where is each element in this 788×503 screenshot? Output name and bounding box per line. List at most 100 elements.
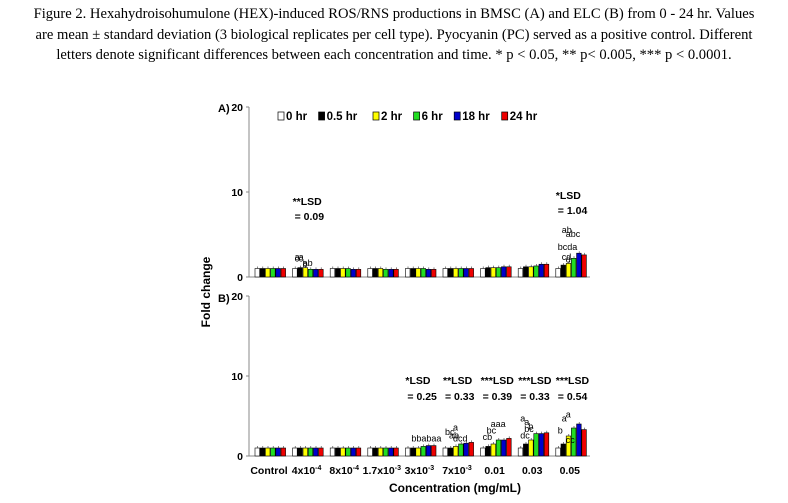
bar xyxy=(517,268,524,278)
x-tick-label: 1.7x10-3 xyxy=(363,465,401,477)
bar xyxy=(538,433,544,457)
bar xyxy=(506,438,512,457)
bar xyxy=(468,268,474,278)
significance-letters: ab xyxy=(562,225,572,235)
significance-letters: a xyxy=(299,252,304,262)
bar xyxy=(453,268,459,278)
bar xyxy=(420,446,426,457)
bar xyxy=(431,269,437,278)
bar xyxy=(297,447,303,457)
bar xyxy=(560,443,566,457)
bar xyxy=(372,268,378,278)
bar xyxy=(393,447,399,457)
bar xyxy=(254,447,260,457)
panel-label: A) xyxy=(218,103,230,115)
legend-label: 0.5 hr xyxy=(327,111,358,123)
legend-swatch xyxy=(453,111,461,121)
significance-letters: bc xyxy=(445,427,455,437)
bar xyxy=(458,443,464,457)
bar xyxy=(350,447,356,457)
x-tick-label: 0.05 xyxy=(560,465,581,477)
y-tick-label: 10 xyxy=(231,187,243,199)
significance-letters: a xyxy=(295,252,300,262)
bar xyxy=(367,268,373,278)
bar xyxy=(560,264,566,278)
bar xyxy=(490,267,496,278)
bar xyxy=(405,447,411,457)
bar xyxy=(501,439,507,457)
legend-label: 18 hr xyxy=(462,111,490,123)
bar xyxy=(383,269,389,278)
significance-letters: abc xyxy=(566,229,581,239)
bar xyxy=(571,257,577,278)
bar xyxy=(523,266,529,278)
significance-letters: c xyxy=(299,254,304,264)
bar xyxy=(318,269,324,278)
x-tick-label: 4x10-4 xyxy=(292,465,322,477)
significance-letters: dc xyxy=(520,430,530,440)
bar xyxy=(425,445,432,457)
significance-letters: a xyxy=(453,422,458,432)
legend-label: 6 hr xyxy=(422,111,444,123)
lsd-annotation: ***LSD xyxy=(518,375,552,387)
bar xyxy=(340,447,346,457)
panel-label: B) xyxy=(218,293,230,305)
bar xyxy=(292,447,298,457)
significance-letters: c xyxy=(295,254,300,264)
lsd-annotation: = 0.54 xyxy=(558,391,588,403)
bar xyxy=(458,268,464,278)
bar xyxy=(388,447,394,457)
bar xyxy=(270,447,276,457)
bar xyxy=(442,447,448,457)
bar xyxy=(372,447,378,457)
significance-letters: a xyxy=(562,414,567,424)
bar xyxy=(259,268,266,278)
bar xyxy=(543,432,550,457)
significance-letters: cb xyxy=(483,432,493,442)
x-tick-label: Control xyxy=(250,465,287,477)
bar xyxy=(533,265,539,278)
bar xyxy=(555,268,561,278)
x-tick-label: 3x10-3 xyxy=(405,465,435,477)
lsd-annotation: = 0.39 xyxy=(483,391,513,403)
bar xyxy=(447,268,454,278)
bar xyxy=(576,423,582,457)
bar xyxy=(388,269,394,278)
bar xyxy=(442,268,448,278)
significance-letters: b xyxy=(303,259,308,269)
significance-letters: a xyxy=(566,410,571,420)
lsd-annotation: ***LSD xyxy=(481,375,515,387)
bar xyxy=(318,447,324,457)
bar xyxy=(345,447,351,457)
significance-letters: b xyxy=(528,422,533,432)
y-tick-label: 20 xyxy=(231,291,243,303)
bar xyxy=(329,268,336,278)
bar xyxy=(533,433,539,457)
bar xyxy=(270,268,276,278)
bar xyxy=(463,268,469,278)
bar xyxy=(307,447,314,457)
bar xyxy=(468,442,474,457)
x-tick-label: 8x10-4 xyxy=(329,465,359,477)
lsd-annotation: **LSD xyxy=(293,196,323,208)
bar xyxy=(420,268,426,278)
bar xyxy=(463,442,469,457)
y-axis-label: Fold change xyxy=(199,256,213,327)
bar xyxy=(543,263,550,278)
bar xyxy=(480,447,486,457)
lsd-annotation: = 0.25 xyxy=(407,391,437,403)
bar xyxy=(302,267,308,278)
bar xyxy=(393,269,399,278)
bar xyxy=(280,447,286,457)
significance-letters: a xyxy=(520,414,525,424)
bar xyxy=(490,443,496,457)
bar xyxy=(528,439,534,457)
significance-letters: cc xyxy=(566,435,576,445)
bar xyxy=(485,446,491,457)
significance-letters: a xyxy=(524,417,529,427)
bar xyxy=(335,447,341,457)
bar xyxy=(275,447,281,457)
bar xyxy=(405,268,411,278)
